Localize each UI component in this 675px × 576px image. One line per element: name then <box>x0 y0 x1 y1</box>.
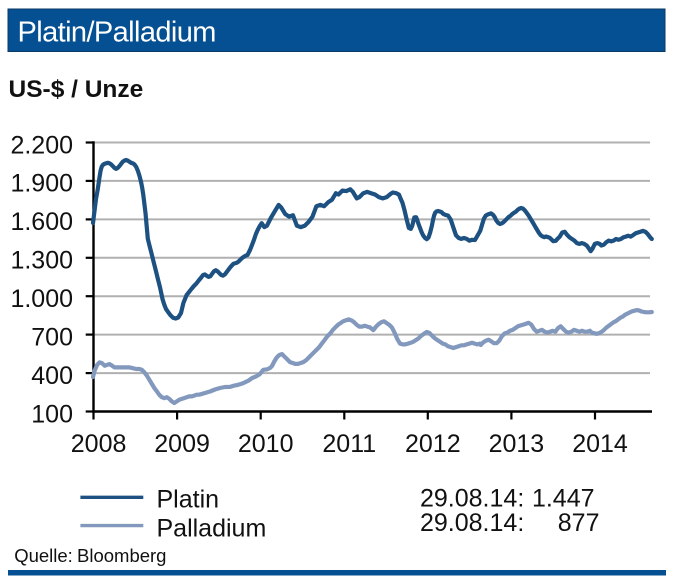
svg-text:1.447: 1.447 <box>532 485 595 513</box>
svg-text:1.600: 1.600 <box>10 208 73 236</box>
svg-text:Bloomberg: Bloomberg <box>77 545 166 566</box>
svg-text:1.300: 1.300 <box>10 247 73 275</box>
svg-text:Platin: Platin <box>157 486 220 514</box>
svg-text:2013: 2013 <box>489 430 545 458</box>
svg-text:2011: 2011 <box>322 430 376 458</box>
svg-text:2014: 2014 <box>572 430 628 458</box>
svg-text:877: 877 <box>558 509 600 537</box>
svg-text:2010: 2010 <box>238 430 294 458</box>
svg-text:700: 700 <box>31 323 73 351</box>
svg-text:100: 100 <box>31 400 73 428</box>
svg-text:29.08.14:: 29.08.14: <box>420 509 524 537</box>
svg-text:29.08.14:: 29.08.14: <box>420 485 524 513</box>
svg-text:2012: 2012 <box>405 430 461 458</box>
svg-text:US-$ / Unze: US-$ / Unze <box>9 76 144 103</box>
svg-text:Platin/Palladium: Platin/Palladium <box>18 17 216 49</box>
svg-text:Quelle:: Quelle: <box>14 545 73 566</box>
svg-text:2009: 2009 <box>154 430 210 458</box>
svg-text:1.000: 1.000 <box>10 285 73 313</box>
svg-text:2.200: 2.200 <box>10 131 73 159</box>
svg-text:1.900: 1.900 <box>10 170 73 198</box>
svg-text:2008: 2008 <box>71 430 127 458</box>
svg-text:400: 400 <box>31 362 73 390</box>
svg-text:Palladium: Palladium <box>157 514 267 542</box>
